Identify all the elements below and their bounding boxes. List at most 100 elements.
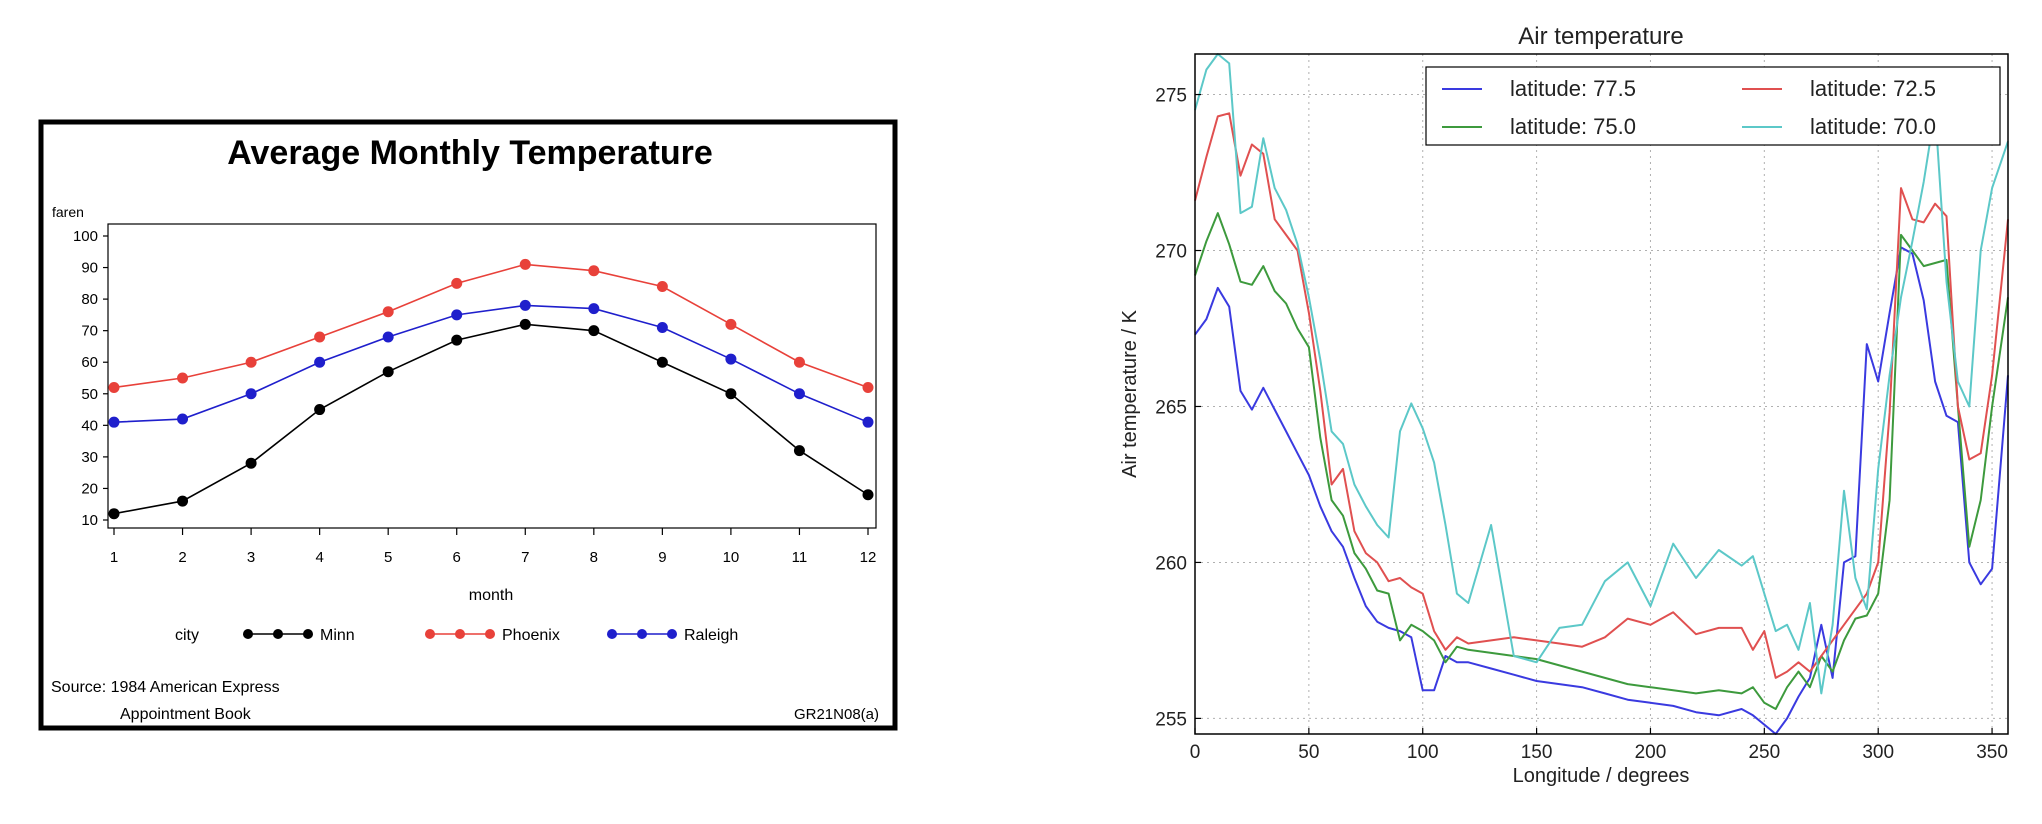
data-point-minn [108,508,120,520]
series-line-phoenix [113,263,869,389]
y-axis-label: faren [52,204,84,220]
series-lines [108,258,874,520]
data-point-raleigh [725,353,737,365]
x-tick-label: 150 [1521,742,1553,763]
x-tick-label: 3 [247,549,255,566]
x-tick-label: 9 [658,549,666,566]
legend-marker [425,629,435,639]
chart-title: Average Monthly Temperature [227,134,713,172]
data-point-phoenix [314,331,326,343]
source-line-1: Source: 1984 American Express [51,679,280,696]
x-tick-label: 350 [1976,742,2008,763]
data-point-raleigh [793,388,805,400]
legend-entries: Minn Phoenix Raleigh [243,627,738,644]
data-point-minn [314,404,326,416]
x-tick-label: 1 [110,549,118,566]
y-tick-label: 100 [73,228,98,245]
series-lines [1194,53,2009,735]
data-point-minn [725,388,737,400]
grid-lines [1195,54,2008,734]
series-line-2 [1194,212,2009,710]
legend-label-phoenix: Phoenix [502,627,560,644]
legend-label-3: latitude: 72.5 [1810,76,1936,101]
x-tick-label: 250 [1748,742,1780,763]
data-point-phoenix [451,277,463,289]
legend: latitude: 77.5 latitude: 75.0 latitude: 72… [1425,66,2001,146]
legend-title: city [175,627,199,644]
data-point-raleigh [382,331,394,343]
legend-marker [637,629,647,639]
y-tick-label: 20 [81,480,98,497]
x-tick-label: 12 [860,549,877,566]
data-point-raleigh [862,416,874,428]
data-point-minn [382,366,394,378]
y-tick-label: 50 [81,386,98,403]
series-line-4 [1194,53,2009,695]
average-monthly-temperature-chart: Average Monthly Temperature faren 10 20 30… [38,119,898,731]
data-point-minn [862,489,874,501]
plot-area [107,223,877,529]
data-point-raleigh [245,388,257,400]
data-point-minn [519,318,531,330]
data-point-phoenix [382,306,394,318]
data-point-phoenix [177,372,189,384]
legend-marker [455,629,465,639]
data-point-raleigh [451,309,463,321]
legend-label-raleigh: Raleigh [684,627,738,644]
x-tick-label: 200 [1635,742,1667,763]
x-tick-label: 8 [590,549,598,566]
chart-title: Air temperature [1518,23,1683,50]
legend-marker [607,629,617,639]
x-tick-label: 6 [453,549,461,566]
y-tick-label: 80 [81,291,98,308]
data-point-minn [245,457,257,469]
data-point-phoenix [588,265,600,277]
y-tick-label: 265 [1155,397,1187,418]
data-point-raleigh [177,413,189,425]
data-point-phoenix [862,381,874,393]
data-point-phoenix [245,356,257,368]
data-point-phoenix [519,258,531,270]
data-point-raleigh [656,322,668,334]
data-point-minn [656,356,668,368]
x-tick-label: 2 [178,549,186,566]
legend-marker [303,629,313,639]
series-line-1 [1194,246,2009,735]
plot-area [1194,53,2009,735]
legend: city Minn Phoenix Raleigh [175,627,738,644]
x-tick-label: 300 [1862,742,1894,763]
x-tick-label: 50 [1298,742,1319,763]
data-point-raleigh [588,303,600,315]
y-tick-label: 275 [1155,86,1187,107]
legend-label-2: latitude: 75.0 [1510,114,1636,139]
data-point-minn [177,495,189,507]
x-axis-label: Longitude / degrees [1513,765,1690,787]
source-line-2: Appointment Book [120,706,252,723]
data-point-phoenix [656,280,668,292]
legend-marker [667,629,677,639]
x-tick-label: 10 [723,549,740,566]
y-tick-label: 270 [1155,242,1187,263]
y-axis-ticks: 10 20 30 40 50 60 70 80 90 100 [73,228,108,529]
y-tick-label: 90 [81,260,98,277]
data-point-raleigh [108,416,120,428]
x-tick-label: 100 [1407,742,1439,763]
series-line-minn [113,323,869,515]
x-tick-label: 11 [792,549,808,566]
x-tick-label: 7 [521,549,529,566]
data-point-minn [451,334,463,346]
y-tick-label: 70 [81,323,98,340]
y-tick-label: 60 [81,354,98,371]
x-axis-label: month [469,587,513,604]
air-temperature-chart: Air temperature 0 50 100 150 200 250 300 350 255… [1119,23,2009,787]
x-axis-ticks: 1 2 3 4 5 6 7 8 9 10 11 12 [110,528,877,566]
data-point-phoenix [108,381,120,393]
data-point-minn [588,325,600,337]
legend-marker [273,629,283,639]
legend-entries: latitude: 77.5 latitude: 75.0 latitude: 72… [1442,76,1936,139]
figure-id: GR21N08(a) [794,706,879,723]
legend-label-4: latitude: 70.0 [1810,114,1936,139]
legend-marker [243,629,253,639]
series-line-raleigh [113,304,869,423]
data-point-raleigh [519,299,531,311]
